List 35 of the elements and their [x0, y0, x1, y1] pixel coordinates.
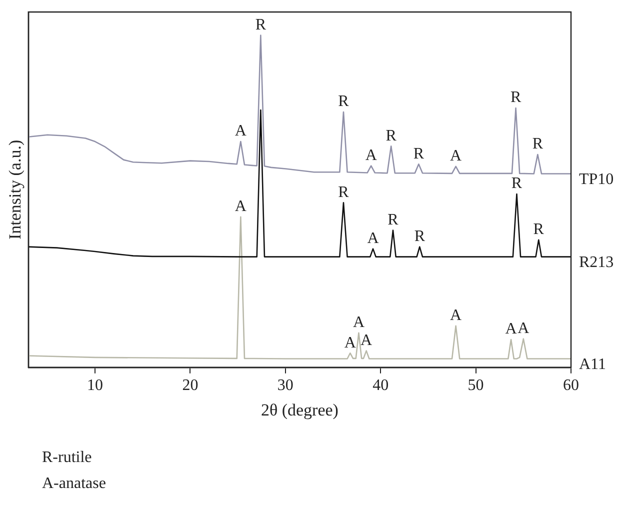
annotation: R [533, 221, 544, 238]
text: A-anatase [42, 474, 106, 494]
x-tick-label: 50 [468, 377, 484, 394]
x-tick-label: 40 [372, 377, 389, 394]
annotation: R [414, 228, 426, 246]
annotation: R [511, 175, 522, 192]
series-label: A11 [579, 356, 606, 373]
annotation: A [450, 148, 462, 165]
annotation: A [365, 146, 378, 164]
x-tick-label: 30 [277, 377, 294, 394]
annotation: R [413, 145, 424, 162]
annotation: R [338, 93, 350, 110]
x-tick-label: 60 [563, 377, 579, 394]
annotation: R [510, 89, 522, 106]
annotation: R [388, 211, 399, 228]
annotation: R [386, 127, 397, 144]
series-label: TP10 [579, 170, 614, 188]
x-tick-label: 10 [87, 377, 104, 394]
annotation: A [450, 307, 462, 324]
annotation: A [234, 198, 247, 216]
annotation: A [234, 122, 247, 140]
x-axis-title: 2θ (degree) [260, 400, 338, 420]
annotation: A [505, 320, 518, 338]
annotation: R [338, 184, 350, 201]
text: R-rutile [42, 448, 93, 468]
annotation: A [352, 314, 365, 332]
annotation: A [344, 334, 356, 352]
y-axis-title: Intensity (a.u.) [6, 140, 25, 240]
annotation: A [518, 320, 530, 338]
annotation: A [367, 230, 380, 248]
annotation: R [255, 16, 266, 34]
annotation: A [360, 332, 373, 349]
series-label: R213 [579, 254, 614, 271]
x-tick-label: 20 [182, 377, 198, 394]
annotation: R [532, 136, 544, 153]
